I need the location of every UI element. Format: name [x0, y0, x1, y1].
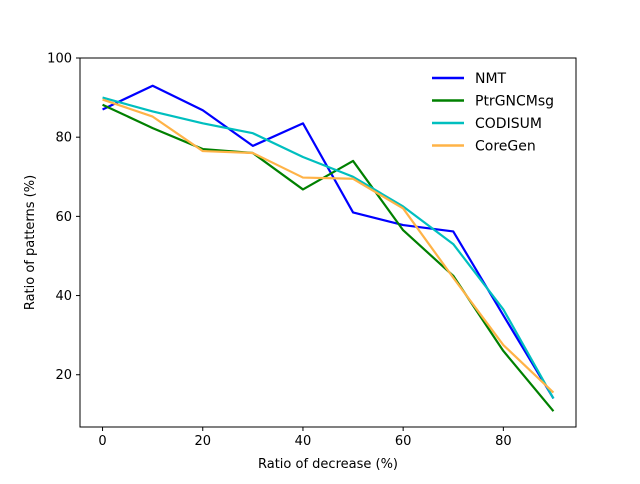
series-line-ptrgncmsg — [102, 103, 555, 412]
series-line-coregen — [102, 98, 555, 394]
x-tick-label: 40 — [295, 434, 312, 449]
legend-label: NMT — [475, 71, 507, 87]
y-tick-label: 40 — [55, 289, 72, 304]
legend-label: CODISUM — [475, 116, 542, 132]
series-layer — [102, 84, 555, 412]
y-tick-label: 20 — [55, 368, 72, 383]
legend: NMT PtrGNCMsg CODISUM CoreGen — [432, 71, 554, 155]
y-tick-label: 80 — [55, 131, 72, 146]
legend-label: PtrGNCMsg — [475, 94, 554, 110]
x-tick-label: 80 — [495, 434, 512, 449]
x-tick-label: 0 — [98, 434, 106, 449]
x-axis-label: Ratio of decrease (%) — [258, 457, 398, 472]
y-axis: 20 40 60 80 100 — [47, 52, 80, 383]
x-axis: 0 20 40 60 80 — [98, 427, 512, 449]
series-line-codisum — [102, 96, 555, 400]
x-tick-label: 60 — [395, 434, 412, 449]
plot-frame — [79, 57, 577, 428]
legend-label: CoreGen — [475, 139, 536, 155]
y-tick-label: 100 — [47, 52, 72, 67]
y-tick-label: 60 — [55, 210, 72, 225]
x-tick-label: 20 — [194, 434, 211, 449]
y-axis-label: Ratio of patterns (%) — [23, 175, 38, 310]
